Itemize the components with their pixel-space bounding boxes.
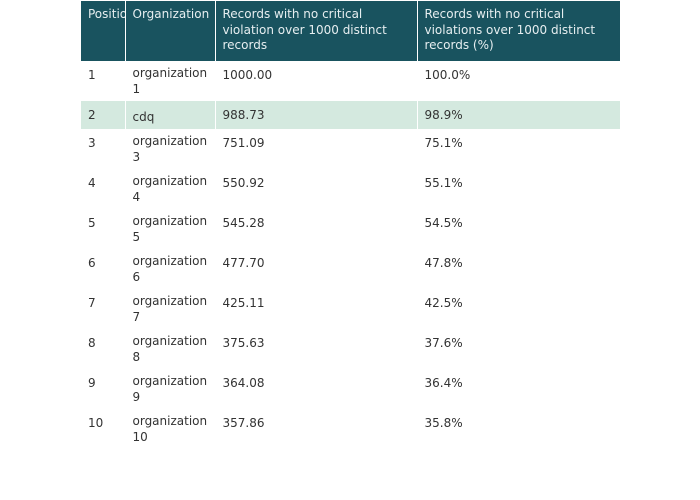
table-cell: organization 4 bbox=[125, 169, 216, 209]
table-cell: 8 bbox=[81, 329, 126, 369]
table-cell: 36.4% bbox=[424, 376, 463, 390]
table-cell: 1 bbox=[81, 61, 126, 101]
table-cell: 47.8% bbox=[424, 256, 463, 270]
table-cell: organization 1 bbox=[125, 61, 216, 101]
table-row: 1 organization 1 1000.00 100.0% bbox=[81, 61, 620, 101]
table-cell: 1000.00 bbox=[215, 61, 418, 101]
table-cell: organization 10 bbox=[125, 409, 216, 449]
table-cell: 545.28 bbox=[215, 209, 418, 249]
table-body: 1 organization 1 1000.00 100.0% 2 cdq 988.73 98… bbox=[81, 61, 620, 449]
table-row: 2 cdq 988.73 98.9% bbox=[81, 101, 620, 129]
table-cell: 98.9% bbox=[417, 101, 620, 129]
header-cell[interactable]: Records with no critical violation over … bbox=[215, 1, 418, 61]
table-cell: 75.1% bbox=[424, 136, 463, 150]
table-row: 10 organization 10 357.86 35.8% bbox=[81, 409, 620, 449]
table-cell: 3 bbox=[81, 129, 126, 169]
table-cell: organization 5 bbox=[125, 209, 216, 249]
table-cell: 751.09 bbox=[215, 129, 418, 169]
table-cell: 35.8% bbox=[424, 416, 463, 430]
table-cell: organization 3 bbox=[125, 129, 216, 169]
header-cell[interactable]: Records with no critical violations over… bbox=[417, 1, 620, 61]
table-cell: 2 bbox=[81, 101, 126, 129]
table-cell: 54.5% bbox=[424, 216, 463, 230]
table-cell: 425.11 bbox=[215, 289, 418, 329]
table-cell: 9 bbox=[81, 369, 126, 409]
table-cell: 5 bbox=[81, 209, 126, 249]
data-table: Position Organization Records with no cr… bbox=[81, 1, 620, 449]
table-cell: 42.5% bbox=[424, 296, 463, 310]
table-row: 4 organization 4 550.92 55.1% bbox=[81, 169, 620, 209]
header-row: Position Organization Records with no cr… bbox=[81, 1, 620, 61]
table-cell: 550.92 bbox=[215, 169, 418, 209]
table-row: 8 organization 8 375.63 37.6% bbox=[81, 329, 620, 369]
table-cell: organization 6 bbox=[125, 249, 216, 289]
table-cell: 364.08 bbox=[215, 369, 418, 409]
table-cell: organization 7 bbox=[125, 289, 216, 329]
table-cell: 375.63 bbox=[215, 329, 418, 369]
table-header: Position Organization Records with no cr… bbox=[81, 1, 620, 61]
table-cell: organization 8 bbox=[125, 329, 216, 369]
header-cell[interactable]: Position bbox=[81, 1, 126, 61]
table-cell: 55.1% bbox=[424, 176, 463, 190]
table-cell: cdq bbox=[125, 101, 216, 129]
table-row: 3 organization 3 751.09 75.1% bbox=[81, 129, 620, 169]
table-row: 7 organization 7 425.11 42.5% bbox=[81, 289, 620, 329]
table-cell: 100.0% bbox=[424, 68, 471, 82]
header-cell[interactable]: Organization bbox=[125, 1, 216, 61]
table-row: 5 organization 5 545.28 54.5% bbox=[81, 209, 620, 249]
table-cell: 10 bbox=[81, 409, 126, 449]
table-row: 9 organization 9 364.08 36.4% bbox=[81, 369, 620, 409]
table-cell: organization 9 bbox=[125, 369, 216, 409]
table-cell: 4 bbox=[81, 169, 126, 209]
table-cell: 37.6% bbox=[424, 336, 463, 350]
table-cell: 357.86 bbox=[215, 409, 418, 449]
table-cell: 988.73 bbox=[215, 101, 418, 129]
table-cell: 7 bbox=[81, 289, 126, 329]
table-row: 6 organization 6 477.70 47.8% bbox=[81, 249, 620, 289]
table-cell: 477.70 bbox=[215, 249, 418, 289]
table-cell: 6 bbox=[81, 249, 126, 289]
